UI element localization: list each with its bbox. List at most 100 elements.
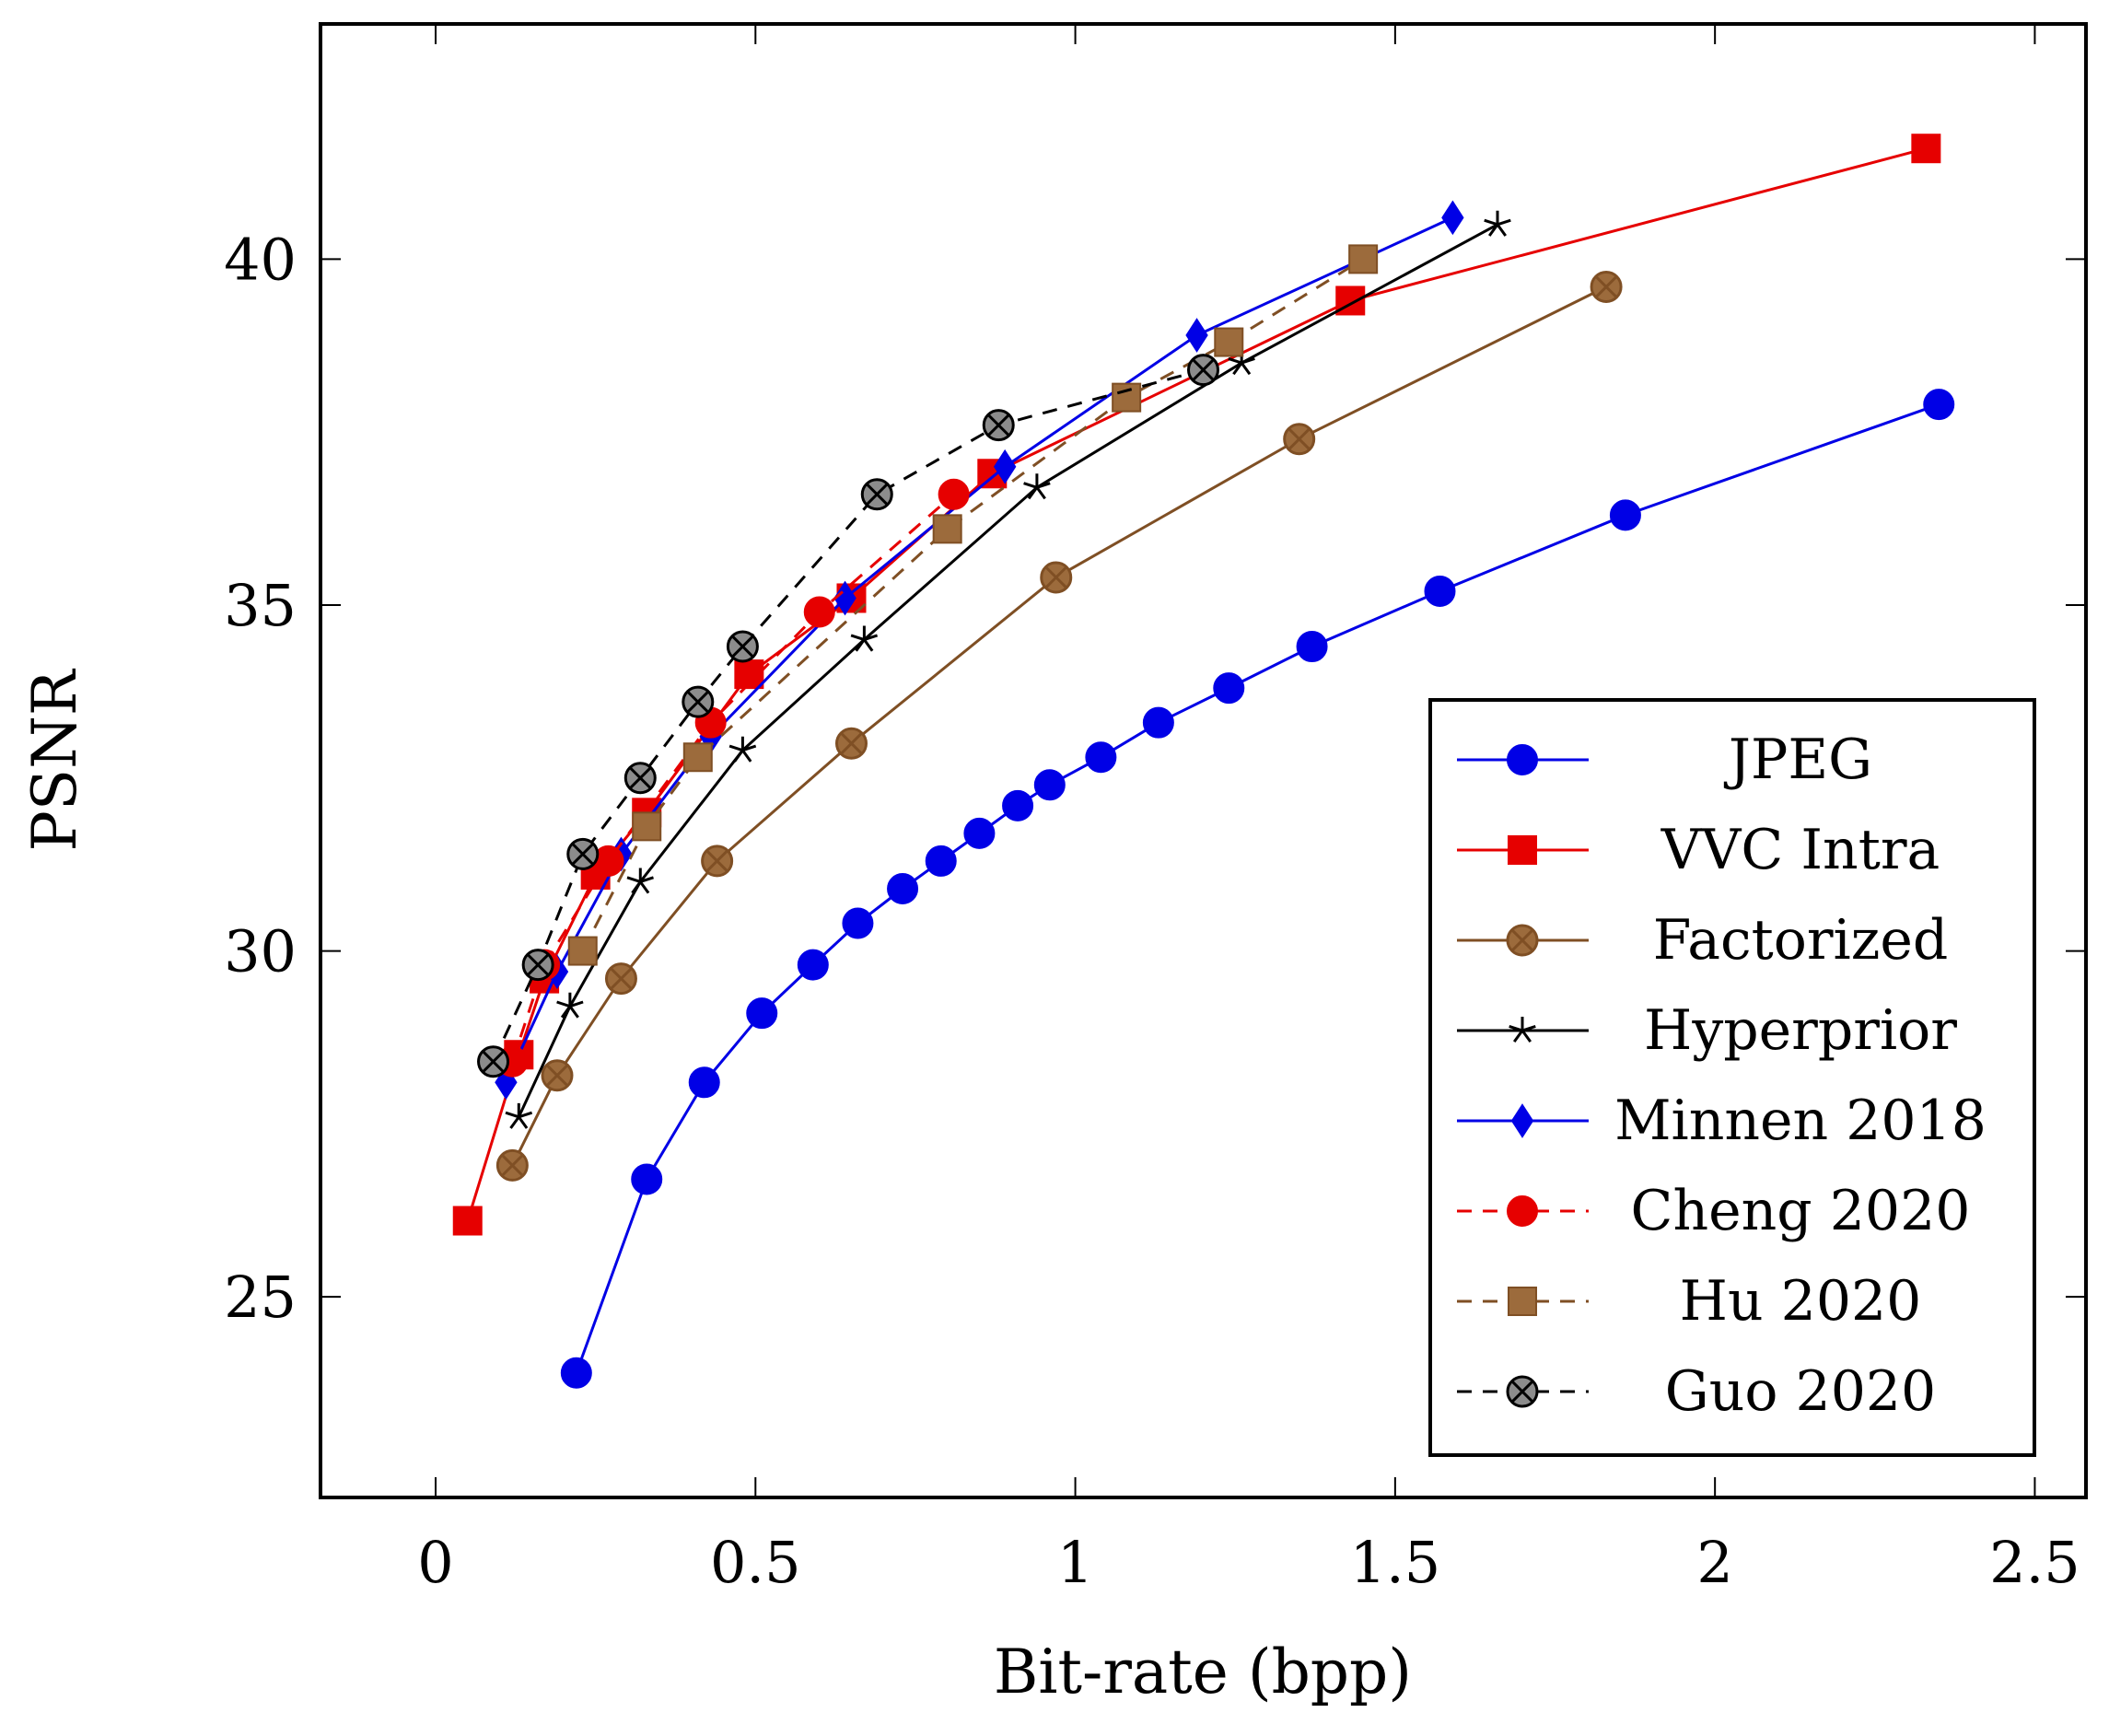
point-jpeg <box>560 1357 592 1389</box>
point-factorized-cross-b <box>1044 565 1068 589</box>
point-jpeg <box>1002 789 1034 821</box>
x-tick-label: 0.5 <box>710 1529 801 1596</box>
point-jpeg <box>925 845 957 877</box>
point-hu-2020 <box>682 742 713 773</box>
point-jpeg <box>1296 631 1328 663</box>
point-cheng-2020 <box>803 596 835 628</box>
series-factorized <box>495 270 1623 1182</box>
point-cheng-2020 <box>938 478 970 510</box>
series-line-hyperprior <box>517 223 1498 1118</box>
point-minnen-2018 <box>993 449 1017 484</box>
legend-entry-cheng-2020: Cheng 2020 <box>1457 1179 1970 1243</box>
point-hyperprior <box>728 736 757 763</box>
legend-entry-jpeg: JPEG <box>1457 728 1872 792</box>
legend-marker-jpeg <box>1507 744 1538 775</box>
legend-marker-vvc-intra <box>1508 835 1537 865</box>
point-guo-2020-cross-b <box>1192 358 1215 381</box>
axis-ticks: 0 0.5 1 1.5 2 2.5 25 30 35 40 <box>224 24 2086 1596</box>
point-hyperprior <box>626 868 654 894</box>
series-line-guo-2020 <box>492 368 1204 1063</box>
point-factorized-cross-b <box>545 1064 569 1088</box>
point-jpeg <box>688 1066 720 1099</box>
legend-entry-hu-2020: Hu 2020 <box>1457 1269 1921 1334</box>
point-factorized-cross-b <box>500 1154 524 1177</box>
plot-frame <box>319 22 2088 1499</box>
point-guo-2020-cross-b <box>986 414 1010 437</box>
point-guo-2020-cross-b <box>686 690 710 714</box>
x-axis-label: Bit-rate (bpp) <box>994 1637 1412 1707</box>
point-jpeg <box>1085 741 1117 774</box>
x-tick-label: 2.5 <box>1989 1529 2080 1596</box>
point-factorized-cross-b <box>705 849 729 873</box>
series-hu-2020 <box>567 244 1379 966</box>
legend-label-hyperprior: Hyperprior <box>1644 998 1957 1063</box>
legend-label-jpeg: JPEG <box>1723 728 1872 792</box>
legend-label-cheng-2020: Cheng 2020 <box>1631 1179 1971 1243</box>
point-guo-2020-cross-b <box>865 483 889 507</box>
y-tick-label: 40 <box>224 226 297 293</box>
series-line-factorized <box>511 285 1607 1167</box>
point-jpeg <box>1923 389 1955 421</box>
point-minnen-2018 <box>1185 318 1208 353</box>
legend: JPEG VVC Intra Factorized Hyperprior Minnen … <box>1428 698 2036 1457</box>
point-jpeg <box>1424 575 1456 607</box>
point-hu-2020 <box>567 936 598 966</box>
point-hyperprior <box>505 1102 533 1129</box>
y-tick-label: 30 <box>224 918 297 985</box>
point-jpeg <box>631 1163 663 1195</box>
point-factorized-cross-b <box>610 967 633 990</box>
point-guo-2020-cross-b <box>628 766 652 790</box>
point-hu-2020 <box>932 514 962 544</box>
point-hyperprior <box>556 992 584 1019</box>
point-jpeg <box>1213 672 1245 705</box>
point-jpeg <box>963 817 996 849</box>
legend-marker-hyperprior <box>1509 1017 1536 1043</box>
point-vvc-intra <box>452 1206 483 1236</box>
point-hyperprior <box>1023 473 1051 500</box>
series-line-minnen-2018 <box>505 216 1454 1083</box>
legend-marker-minnen-2018 <box>1510 1103 1534 1138</box>
series-guo-2020 <box>477 354 1219 1078</box>
point-hyperprior <box>1484 210 1511 237</box>
point-vvc-intra <box>1335 285 1366 316</box>
point-jpeg <box>887 872 919 904</box>
y-axis-label: PSNR <box>19 668 90 851</box>
point-factorized-cross-b <box>840 731 863 755</box>
legend-label-guo-2020: Guo 2020 <box>1665 1359 1936 1424</box>
legend-marker-guo-2020-cross-b <box>1510 1380 1534 1404</box>
point-hu-2020 <box>1112 382 1142 413</box>
point-factorized-cross-b <box>1594 275 1618 298</box>
legend-entry-hyperprior: Hyperprior <box>1457 998 1957 1063</box>
point-vvc-intra <box>1911 134 1941 164</box>
series-line-cheng-2020 <box>510 493 955 1063</box>
point-minnen-2018 <box>833 580 856 616</box>
point-guo-2020-cross-b <box>731 635 754 658</box>
legend-label-vvc-intra: VVC Intra <box>1660 818 1940 882</box>
legend-entry-factorized: Factorized <box>1457 908 1948 973</box>
x-tick-label: 2 <box>1696 1529 1732 1596</box>
point-jpeg <box>797 949 829 981</box>
legend-label-minnen-2018: Minnen 2018 <box>1614 1089 1987 1153</box>
y-tick-label: 25 <box>224 1264 297 1331</box>
point-guo-2020-cross-b <box>526 953 550 976</box>
point-minnen-2018 <box>1441 200 1464 236</box>
point-guo-2020-cross-b <box>482 1050 505 1074</box>
point-jpeg <box>1609 499 1641 531</box>
point-factorized-cross-b <box>1288 427 1311 451</box>
legend-label-hu-2020: Hu 2020 <box>1680 1269 1922 1334</box>
legend-entry-minnen-2018: Minnen 2018 <box>1457 1089 1987 1153</box>
legend-marker-hu-2020 <box>1508 1287 1537 1316</box>
legend-label-factorized: Factorized <box>1653 908 1949 973</box>
series-jpeg <box>560 389 1955 1389</box>
series-layer <box>452 134 1955 1389</box>
x-tick-label: 0 <box>417 1529 453 1596</box>
x-tick-label: 1 <box>1057 1529 1093 1596</box>
legend-marker-factorized-cross-b <box>1510 928 1534 952</box>
point-hu-2020 <box>632 811 662 842</box>
series-hyperprior <box>505 210 1511 1129</box>
point-hu-2020 <box>1214 327 1244 357</box>
legend-marker-cheng-2020 <box>1507 1195 1538 1227</box>
legend-entry-guo-2020: Guo 2020 <box>1457 1359 1936 1424</box>
x-tick-label: 1.5 <box>1350 1529 1441 1596</box>
